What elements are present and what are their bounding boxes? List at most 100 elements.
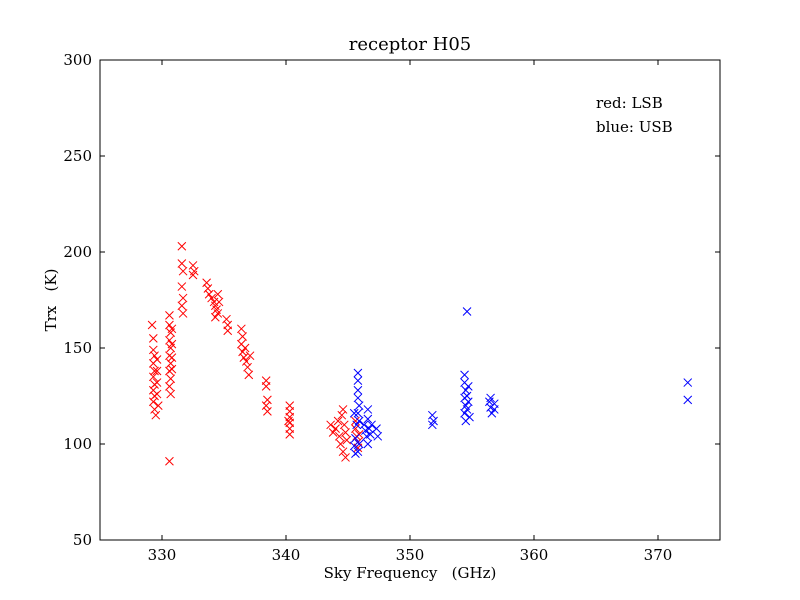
lsb-point: [151, 410, 161, 420]
y-tick-label: 200: [63, 243, 92, 261]
data-marks: [147, 241, 693, 466]
lsb-point: [285, 430, 295, 439]
lsb-point: [240, 343, 250, 353]
usb-point: [462, 405, 472, 414]
lsb-point: [148, 372, 158, 382]
lsb-point: [202, 278, 211, 288]
lsb-point: [334, 431, 344, 441]
usb-point: [367, 420, 376, 430]
lsb-point: [261, 401, 271, 410]
usb-point: [354, 439, 364, 449]
lsb-point: [165, 382, 174, 391]
lsb-point: [263, 407, 272, 416]
usb-point: [372, 424, 381, 433]
usb-point: [354, 401, 364, 410]
usb-point: [373, 431, 383, 441]
lsb-point: [263, 395, 272, 405]
legend-lsb: red: LSB: [596, 94, 663, 112]
usb-point: [683, 378, 693, 387]
y-tick-label: 50: [73, 531, 92, 549]
lsb-point: [333, 416, 343, 426]
lsb-point: [165, 311, 174, 320]
usb-point: [353, 376, 363, 385]
lsb-point: [167, 324, 177, 334]
lsb-point: [152, 378, 162, 387]
usb-point: [349, 441, 359, 451]
usb-point: [363, 414, 373, 424]
lsb-point: [238, 347, 247, 357]
lsb-point: [167, 364, 177, 374]
y-tick-label: 100: [63, 435, 92, 453]
x-tick-label: 370: [644, 546, 673, 564]
usb-point: [353, 385, 363, 395]
usb-point: [353, 393, 363, 403]
usb-point: [364, 424, 374, 433]
lsb-point: [284, 416, 293, 426]
usb-point: [351, 449, 360, 458]
x-tick-label: 350: [396, 546, 425, 564]
usb-point: [461, 385, 471, 395]
lsb-point: [177, 282, 187, 291]
usb-point: [683, 395, 693, 405]
lsb-point: [147, 320, 157, 330]
lsb-point: [207, 293, 216, 303]
usb-point: [463, 397, 473, 407]
lsb-point: [188, 270, 198, 280]
usb-point: [462, 391, 472, 401]
y-tick-label: 250: [63, 147, 92, 165]
y-tick-label: 300: [63, 51, 92, 69]
lsb-point: [326, 420, 335, 430]
lsb-point: [239, 353, 249, 362]
usb-point: [349, 408, 359, 418]
usb-point: [489, 405, 499, 414]
lsb-point: [244, 370, 254, 380]
lsb-point: [238, 332, 247, 341]
lsb-point: [222, 314, 231, 324]
lsb-point: [167, 353, 177, 362]
lsb-point: [178, 266, 188, 276]
lsb-point: [342, 435, 352, 445]
usb-point: [462, 307, 472, 316]
y-tick-label: 150: [63, 339, 92, 357]
lsb-point: [152, 366, 162, 376]
usb-point: [363, 439, 373, 449]
usb-point: [427, 420, 437, 430]
legend-usb: blue: USB: [596, 118, 673, 136]
usb-point: [353, 408, 363, 418]
lsb-point: [177, 301, 187, 311]
lsb-point: [166, 359, 176, 368]
lsb-point: [213, 309, 223, 318]
usb-point: [427, 410, 437, 420]
lsb-point: [165, 335, 174, 345]
lsb-point: [214, 297, 224, 307]
lsb-point: [152, 389, 162, 399]
x-tick-label: 340: [272, 546, 301, 564]
lsb-point: [341, 428, 350, 437]
usb-point: [463, 382, 473, 391]
lsb-point: [243, 362, 252, 372]
usb-point: [352, 420, 362, 430]
lsb-point: [165, 456, 174, 466]
lsb-point: [178, 293, 188, 303]
lsb-point: [336, 439, 345, 449]
y-axis-label: Trx (K): [42, 269, 60, 332]
lsb-point: [223, 326, 233, 336]
lsb-point: [338, 447, 348, 457]
lsb-point: [165, 320, 174, 330]
lsb-point: [341, 453, 350, 462]
lsb-point: [177, 241, 187, 251]
usb-point: [351, 433, 360, 443]
lsb-point: [148, 345, 158, 355]
usb-point: [354, 416, 364, 426]
x-tick-label: 360: [520, 546, 549, 564]
lsb-point: [150, 366, 159, 376]
lsb-point: [152, 355, 162, 364]
lsb-point: [339, 420, 349, 430]
lsb-point: [237, 324, 246, 334]
lsb-point: [331, 424, 340, 433]
usb-point: [487, 408, 497, 418]
lsb-point: [148, 397, 158, 407]
usb-point: [460, 370, 469, 380]
lsb-point: [241, 357, 251, 366]
